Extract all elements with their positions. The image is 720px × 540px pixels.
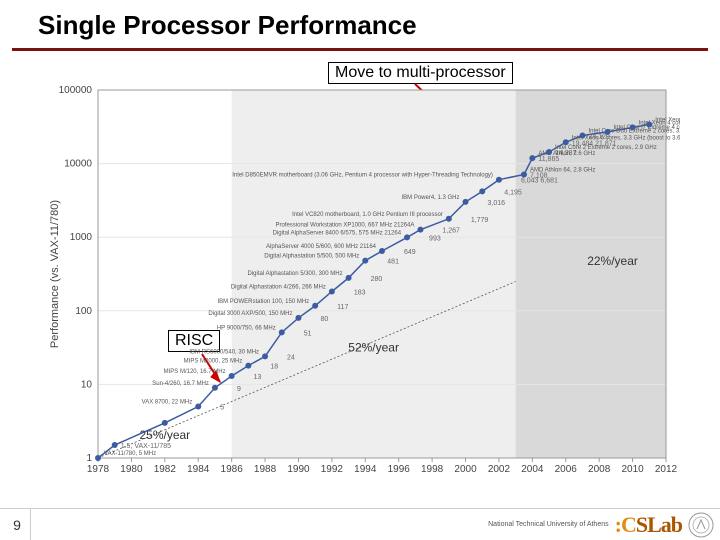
svg-text:100000: 100000 [59,85,93,96]
svg-text:2000: 2000 [454,464,477,475]
svg-text:5: 5 [220,405,224,412]
svg-text:1982: 1982 [154,464,177,475]
performance-chart: 1 10 100 1000 10000 100000 1978 1980 1982 1984 198… [40,84,680,484]
page-number: 9 [4,510,30,540]
svg-text:3,016: 3,016 [488,200,506,207]
svg-text:14,387: 14,387 [555,150,577,157]
svg-text:Intel VC820 motherboard, 1.0 G: Intel VC820 motherboard, 1.0 GHz Pentium… [292,212,443,218]
svg-text:MIPS M/120, 16.7 MHz: MIPS M/120, 16.7 MHz [164,369,226,375]
footer: 9 National Technical University of Athen… [0,508,720,540]
svg-text:2002: 2002 [488,464,511,475]
svg-text:1: 1 [86,453,92,464]
svg-text:183: 183 [354,289,366,296]
svg-text:1992: 1992 [321,464,344,475]
svg-text:2012: 2012 [655,464,678,475]
svg-text:51: 51 [304,330,312,337]
seal-icon [688,512,714,538]
svg-text:Intel Xeon 8 cores, 3.3 GHz (b: Intel Xeon 8 cores, 3.3 GHz (boost to 3.… [655,117,680,123]
svg-text:Digital AlphaServer 8400 6/575: Digital AlphaServer 8400 6/575, 575 MHz … [273,230,402,236]
page-title: Single Processor Performance [0,0,720,45]
svg-text:Digital Alphastation 4/266, 26: Digital Alphastation 4/266, 266 MHz [231,284,326,290]
svg-text:1984: 1984 [187,464,210,475]
svg-text:1996: 1996 [388,464,411,475]
svg-text:993: 993 [429,235,441,242]
svg-text:VAX 8700, 22 MHz: VAX 8700, 22 MHz [142,400,193,406]
svg-text:10000: 10000 [64,159,92,170]
svg-text:80: 80 [320,316,328,323]
svg-text:481: 481 [387,259,399,266]
svg-text:1988: 1988 [254,464,277,475]
annotation-multiprocessor: Move to multi-processor [328,62,513,84]
svg-text:2008: 2008 [588,464,611,475]
page-number-separator [30,508,31,540]
svg-text:Professional Workstation XP100: Professional Workstation XP1000, 667 MHz… [275,223,414,229]
svg-text:1998: 1998 [421,464,444,475]
slide: Single Processor Performance Move to mul… [0,0,720,540]
svg-text:13: 13 [254,374,262,381]
svg-text:52%/year: 52%/year [348,340,399,354]
chart-svg: 1 10 100 1000 10000 100000 1978 1980 1982 1984 198… [40,84,680,484]
svg-text:1980: 1980 [120,464,143,475]
svg-text:1978: 1978 [87,464,110,475]
svg-text:11,865: 11,865 [538,156,559,163]
svg-text:649: 649 [404,249,416,256]
svg-text:2006: 2006 [555,464,578,475]
svg-text:Digital Alphastation 5/300, 30: Digital Alphastation 5/300, 300 MHz [248,271,343,277]
cslab-logo: :CSLab [615,512,682,538]
svg-text:24: 24 [287,354,295,361]
svg-text:Digital 3000 AXP/500, 150 MHz: Digital 3000 AXP/500, 150 MHz [208,311,292,317]
ntua-label: National Technical University of Athens [488,521,609,529]
svg-text:1994: 1994 [354,464,377,475]
svg-text:Intel D850EMVR motherboard (3.: Intel D850EMVR motherboard (3.06 GHz, Pe… [232,173,493,179]
svg-text:1986: 1986 [221,464,244,475]
svg-text:IBM Power4, 1.3 GHz: IBM Power4, 1.3 GHz [401,195,459,201]
svg-text:HP 9000/750, 66 MHz: HP 9000/750, 66 MHz [217,325,276,331]
svg-text:117: 117 [337,304,348,311]
svg-text:22%/year: 22%/year [587,254,638,268]
svg-text:18: 18 [270,364,278,371]
svg-text:Performance (vs. VAX-11/780): Performance (vs. VAX-11/780) [49,200,61,348]
svg-text:1.5, VAX-11/785: 1.5, VAX-11/785 [121,443,171,450]
footer-logos: National Technical University of Athens … [488,512,714,538]
title-underline [12,48,708,51]
svg-text:Digital Alphastation 5/500, 50: Digital Alphastation 5/500, 500 MHz [264,254,359,260]
svg-text:10: 10 [81,379,93,390]
svg-text:4,195: 4,195 [504,189,522,196]
svg-text:1,779: 1,779 [471,217,489,224]
svg-text:1,267: 1,267 [442,228,460,235]
svg-text:100: 100 [75,306,92,317]
svg-text:7,108: 7,108 [530,173,548,180]
svg-text:VAX-11/780, 5 MHz: VAX-11/780, 5 MHz [104,451,156,457]
svg-text:2004: 2004 [521,464,544,475]
svg-text:AlphaServer 4000 5/600, 600 MH: AlphaServer 4000 5/600, 600 MHz 21164 [266,244,377,250]
svg-text:1990: 1990 [287,464,310,475]
svg-text:280: 280 [371,276,383,283]
svg-text:Sun-4/260, 16.7 MHz: Sun-4/260, 16.7 MHz [152,381,209,387]
svg-text:IBM RS6000/540, 30 MHz: IBM RS6000/540, 30 MHz [189,349,259,355]
svg-text:IBM POWERstation 100, 150 MHz: IBM POWERstation 100, 150 MHz [217,299,309,305]
svg-text:19,484 21,871: 19,484 21,871 [572,140,617,147]
svg-text:2010: 2010 [621,464,644,475]
svg-text:1000: 1000 [70,232,93,243]
svg-text:MIPS M2000, 25 MHz: MIPS M2000, 25 MHz [184,359,243,365]
svg-text:9: 9 [237,386,241,393]
svg-text:AMD Athlon 64, 2.8 GHz: AMD Athlon 64, 2.8 GHz [530,168,595,174]
